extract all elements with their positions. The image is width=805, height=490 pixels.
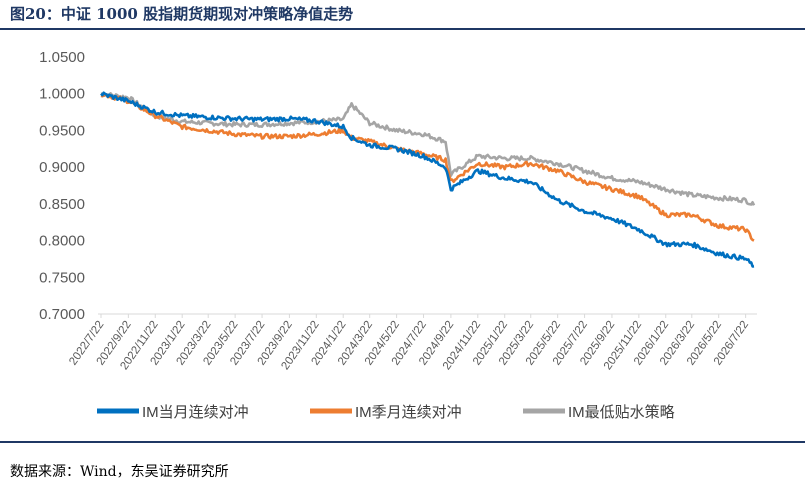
series-group <box>100 91 756 268</box>
y-tick-label: 0.7000 <box>39 306 85 323</box>
series-line-1 <box>100 91 755 268</box>
legend-label-1: IM当月连续对冲 <box>142 404 249 421</box>
legend-label-3: IM最低贴水策略 <box>568 404 675 421</box>
source-divider <box>0 441 805 443</box>
series-line-3 <box>100 92 756 206</box>
source-note: 数据来源：Wind，东吴证券研究所 <box>10 464 229 480</box>
legend-label-2: IM季月连续对冲 <box>355 404 462 421</box>
y-tick-label: 0.9000 <box>39 159 85 176</box>
line-chart: 1.0500 1.0000 0.9500 0.9000 0.8500 0.8000 0.75… <box>39 49 757 421</box>
title-divider <box>0 28 805 30</box>
y-tick-label: 0.8000 <box>39 233 85 250</box>
y-tick-label: 1.0500 <box>39 49 85 66</box>
y-tick-label: 1.0000 <box>39 86 85 103</box>
series-line-2 <box>100 93 755 242</box>
y-tick-label: 0.8500 <box>39 196 85 213</box>
x-axis: 2022/7/222022/9/222022/11/222023/1/22202… <box>67 313 757 372</box>
figure-title: 图20：中证 1000 股指期货期现对冲策略净值走势 <box>10 5 354 23</box>
legend: IM当月连续对冲 IM季月连续对冲 IM最低贴水策略 <box>97 404 675 421</box>
y-axis: 1.0500 1.0000 0.9500 0.9000 0.8500 0.8000 0.75… <box>39 49 85 323</box>
y-tick-label: 0.7500 <box>39 269 85 286</box>
y-tick-label: 0.9500 <box>39 122 85 139</box>
